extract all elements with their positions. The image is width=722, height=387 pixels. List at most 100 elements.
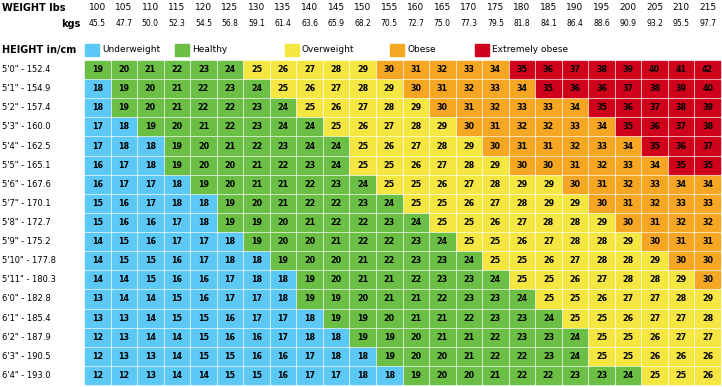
Text: 6'1" - 185.4: 6'1" - 185.4 [2,313,51,323]
Text: 17: 17 [277,313,289,323]
Bar [297,214,322,231]
Text: 21: 21 [277,180,289,189]
Bar [616,348,640,365]
Text: 28: 28 [437,142,448,151]
Bar [350,367,375,384]
Text: 27: 27 [622,295,634,303]
Bar [536,271,561,288]
Bar [483,310,508,327]
Text: 27: 27 [464,180,474,189]
Text: 38: 38 [703,122,713,132]
Text: 28: 28 [543,218,554,227]
Bar [165,348,189,365]
Text: 23: 23 [277,142,289,151]
Bar [138,99,162,116]
Text: 18: 18 [118,122,129,132]
Text: 17: 17 [198,237,209,246]
Text: 25: 25 [622,352,634,361]
Text: 28: 28 [570,218,580,227]
Bar [430,61,455,78]
Text: 25: 25 [516,256,528,265]
Text: 29: 29 [490,161,501,170]
Text: 40: 40 [703,84,713,93]
Bar [377,61,401,78]
Text: 33: 33 [596,142,607,151]
Bar [271,233,295,250]
Bar [430,195,455,212]
Text: 15: 15 [145,256,156,265]
Bar [510,233,534,250]
Bar [562,329,587,346]
Bar [297,118,322,135]
Bar [218,348,243,365]
Bar [536,310,561,327]
Text: 5'1" - 154.9: 5'1" - 154.9 [2,84,51,93]
Bar [85,214,110,231]
Bar [85,61,110,78]
Bar [483,329,508,346]
Text: 27: 27 [304,65,316,74]
Text: 15: 15 [198,313,209,323]
Bar [377,348,401,365]
Bar [562,99,587,116]
Bar [589,61,614,78]
Bar [643,367,667,384]
Text: 110: 110 [142,3,159,12]
Text: 24: 24 [277,122,289,132]
Bar [111,214,136,231]
Text: 22: 22 [225,103,235,112]
Text: 30: 30 [676,256,687,265]
Bar [430,233,455,250]
Bar [297,137,322,154]
Text: 68.2: 68.2 [355,19,371,29]
Bar [271,290,295,308]
Text: 21: 21 [464,352,474,361]
Bar [404,329,428,346]
Bar [350,118,375,135]
Text: 59.1: 59.1 [248,19,265,29]
Text: 20: 20 [437,352,448,361]
Bar [218,99,243,116]
Bar [404,271,428,288]
Bar [390,44,404,56]
Text: Overweight: Overweight [302,46,355,55]
Text: 15: 15 [92,199,103,208]
Text: 26: 26 [622,313,634,323]
Text: 18: 18 [225,237,235,246]
Bar [138,80,162,97]
Text: 24: 24 [622,371,634,380]
Bar [643,195,667,212]
Bar [271,367,295,384]
Text: 27: 27 [410,142,422,151]
Bar [562,118,587,135]
Text: 36: 36 [622,103,634,112]
Bar [191,61,216,78]
Bar [616,290,640,308]
Bar [456,118,481,135]
Text: 155: 155 [380,3,398,12]
Text: 35: 35 [516,65,528,74]
Text: 32: 32 [543,122,554,132]
Bar [324,118,349,135]
Bar [669,118,693,135]
Text: 115: 115 [168,3,186,12]
Text: 18: 18 [145,161,156,170]
Bar [562,157,587,174]
Text: 22: 22 [277,161,289,170]
Text: 25: 25 [331,122,342,132]
Bar [643,233,667,250]
Bar [616,214,640,231]
Text: 21: 21 [357,256,368,265]
Bar [589,80,614,97]
Bar [695,176,720,193]
Text: 17: 17 [92,122,103,132]
Bar [404,290,428,308]
Text: 23: 23 [570,371,580,380]
Bar [244,118,269,135]
Text: 88.6: 88.6 [593,19,610,29]
Text: 32: 32 [622,180,634,189]
Text: 18: 18 [92,84,103,93]
Text: 29: 29 [410,103,422,112]
Text: 205: 205 [646,3,664,12]
Text: 17: 17 [331,371,342,380]
